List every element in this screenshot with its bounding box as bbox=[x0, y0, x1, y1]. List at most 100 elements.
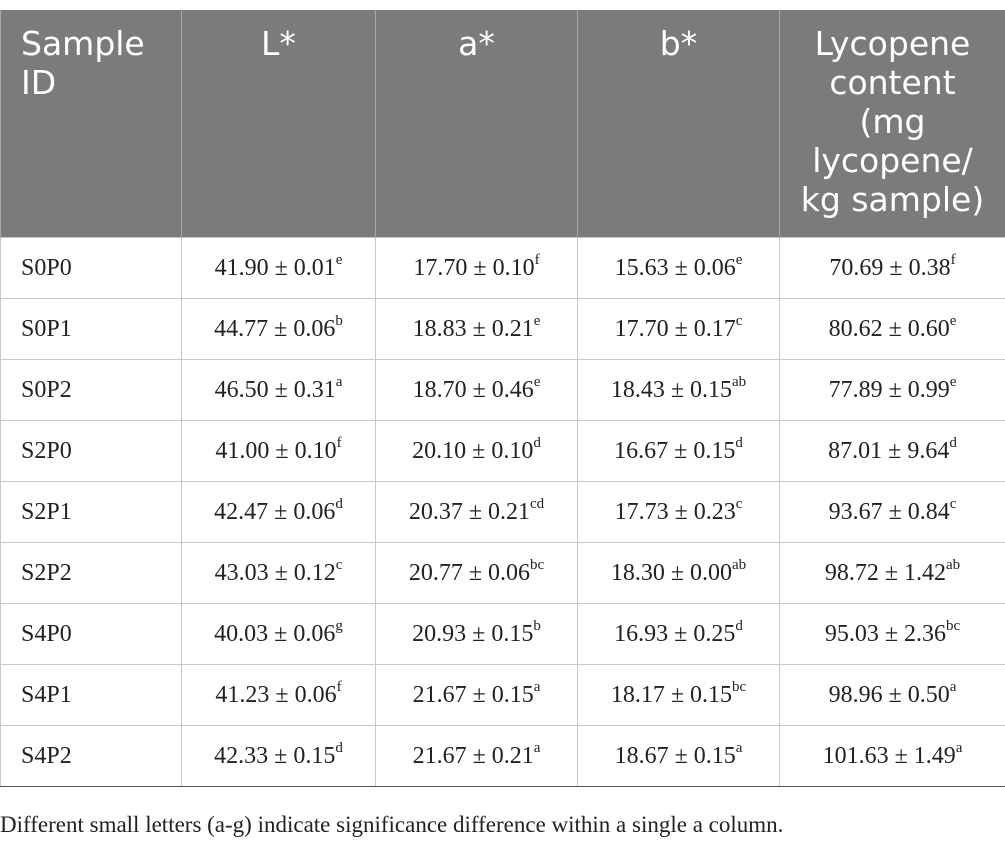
cell-lycopene: 70.69 ± 0.38f bbox=[779, 237, 1005, 299]
table-row: S4P2 42.33 ± 0.15d 21.67 ± 0.21a 18.67 ± 0.… bbox=[0, 725, 1005, 787]
cell-a-star-value: 20.93 ± 0.15 bbox=[412, 620, 534, 647]
cell-b-star-value: 17.70 ± 0.17 bbox=[614, 315, 736, 342]
cell-b-star-significance-letter: e bbox=[735, 251, 743, 268]
cell-a-star-value: 21.67 ± 0.21 bbox=[412, 742, 534, 769]
cell-lycopene-value: 77.89 ± 0.99 bbox=[828, 376, 950, 403]
cell-sample-id: S4P2 bbox=[0, 725, 182, 787]
cell-b-star-value: 16.93 ± 0.25 bbox=[614, 620, 736, 647]
cell-l-star: 43.03 ± 0.12c bbox=[181, 542, 376, 604]
cell-lycopene-value: 87.01 ± 9.64 bbox=[828, 437, 950, 464]
cell-l-star-value: 46.50 ± 0.31 bbox=[214, 376, 336, 403]
cell-l-star-significance-letter: b bbox=[335, 312, 343, 329]
cell-l-star: 44.77 ± 0.06b bbox=[181, 298, 376, 360]
cell-sample-id: S0P2 bbox=[0, 359, 182, 421]
cell-l-star-significance-letter: c bbox=[335, 556, 343, 573]
cell-b-star: 18.67 ± 0.15a bbox=[577, 725, 780, 787]
cell-lycopene-value: 70.69 ± 0.38 bbox=[829, 254, 951, 281]
table-body: S0P0 41.90 ± 0.01e 17.70 ± 0.10f 15.63 ± 0.… bbox=[0, 237, 1005, 787]
cell-lycopene-value: 98.96 ± 0.50 bbox=[828, 681, 950, 708]
cell-lycopene-significance-letter: a bbox=[949, 678, 957, 695]
cell-sample-id: S0P0 bbox=[0, 237, 182, 299]
cell-l-star: 46.50 ± 0.31a bbox=[181, 359, 376, 421]
table-row: S2P0 41.00 ± 0.10f 20.10 ± 0.10d 16.67 ± 0.… bbox=[0, 420, 1005, 482]
cell-l-star: 41.00 ± 0.10f bbox=[181, 420, 376, 482]
cell-lycopene: 87.01 ± 9.64d bbox=[779, 420, 1005, 482]
table-row: S4P1 41.23 ± 0.06f 21.67 ± 0.15a 18.17 ± 0.… bbox=[0, 664, 1005, 726]
cell-l-star: 42.47 ± 0.06d bbox=[181, 481, 376, 543]
cell-lycopene-significance-letter: e bbox=[949, 312, 957, 329]
cell-b-star-significance-letter: d bbox=[735, 434, 743, 451]
header-a-star: a* bbox=[375, 10, 578, 238]
cell-a-star-value: 21.67 ± 0.15 bbox=[412, 681, 534, 708]
cell-l-star-value: 44.77 ± 0.06 bbox=[214, 315, 336, 342]
cell-l-star-value: 41.23 ± 0.06 bbox=[215, 681, 337, 708]
cell-sample-id: S2P0 bbox=[0, 420, 182, 482]
cell-lycopene-value: 101.63 ± 1.49 bbox=[822, 742, 956, 769]
cell-b-star-value: 18.67 ± 0.15 bbox=[614, 742, 736, 769]
cell-b-star-value: 18.43 ± 0.15 bbox=[610, 376, 732, 403]
cell-b-star: 17.70 ± 0.17c bbox=[577, 298, 780, 360]
cell-b-star: 15.63 ± 0.06e bbox=[577, 237, 780, 299]
header-b-star: b* bbox=[577, 10, 780, 238]
cell-lycopene: 98.72 ± 1.42ab bbox=[779, 542, 1005, 604]
cell-a-star-value: 20.10 ± 0.10 bbox=[412, 437, 534, 464]
cell-lycopene: 98.96 ± 0.50a bbox=[779, 664, 1005, 726]
cell-b-star: 18.43 ± 0.15ab bbox=[577, 359, 780, 421]
cell-lycopene-significance-letter: f bbox=[950, 251, 956, 268]
cell-b-star-value: 17.73 ± 0.23 bbox=[614, 498, 736, 525]
cell-l-star-value: 43.03 ± 0.12 bbox=[214, 559, 336, 586]
cell-lycopene-value: 98.72 ± 1.42 bbox=[824, 559, 946, 586]
cell-b-star: 18.30 ± 0.00ab bbox=[577, 542, 780, 604]
table-row: S0P0 41.90 ± 0.01e 17.70 ± 0.10f 15.63 ± 0.… bbox=[0, 237, 1005, 299]
cell-l-star-significance-letter: f bbox=[336, 678, 342, 695]
cell-a-star: 18.83 ± 0.21e bbox=[375, 298, 578, 360]
cell-lycopene: 101.63 ± 1.49a bbox=[779, 725, 1005, 787]
cell-lycopene-significance-letter: ab bbox=[946, 556, 961, 573]
cell-a-star-significance-letter: f bbox=[534, 251, 540, 268]
cell-lycopene-value: 95.03 ± 2.36 bbox=[824, 620, 946, 647]
cell-a-star: 20.10 ± 0.10d bbox=[375, 420, 578, 482]
cell-a-star: 17.70 ± 0.10f bbox=[375, 237, 578, 299]
cell-l-star-significance-letter: a bbox=[335, 373, 343, 390]
table-row: S0P1 44.77 ± 0.06b 18.83 ± 0.21e 17.70 ± 0.… bbox=[0, 298, 1005, 360]
cell-a-star-significance-letter: a bbox=[533, 739, 541, 756]
cell-l-star-significance-letter: d bbox=[335, 495, 343, 512]
cell-l-star: 41.90 ± 0.01e bbox=[181, 237, 376, 299]
table-row: S0P2 46.50 ± 0.31a 18.70 ± 0.46e 18.43 ± 0.… bbox=[0, 359, 1005, 421]
cell-sample-id: S0P1 bbox=[0, 298, 182, 360]
cell-a-star-value: 17.70 ± 0.10 bbox=[413, 254, 535, 281]
cell-lycopene-significance-letter: bc bbox=[946, 617, 961, 634]
cell-lycopene-significance-letter: a bbox=[955, 739, 963, 756]
cell-b-star-significance-letter: c bbox=[735, 312, 743, 329]
cell-b-star: 17.73 ± 0.23c bbox=[577, 481, 780, 543]
table-footnote: Different small letters (a-g) indicate s… bbox=[0, 812, 784, 837]
cell-l-star-value: 40.03 ± 0.06 bbox=[214, 620, 336, 647]
cell-b-star-value: 18.30 ± 0.00 bbox=[610, 559, 732, 586]
cell-b-star-significance-letter: a bbox=[735, 739, 743, 756]
cell-l-star: 41.23 ± 0.06f bbox=[181, 664, 376, 726]
cell-b-star-significance-letter: ab bbox=[732, 556, 747, 573]
cell-l-star-significance-letter: f bbox=[336, 434, 342, 451]
cell-a-star: 18.70 ± 0.46e bbox=[375, 359, 578, 421]
cell-l-star-value: 42.33 ± 0.15 bbox=[214, 742, 336, 769]
cell-l-star: 40.03 ± 0.06g bbox=[181, 603, 376, 665]
cell-b-star-significance-letter: d bbox=[735, 617, 743, 634]
table-header: Sample ID L* a* b* Lycopene content (mg … bbox=[0, 10, 1005, 238]
cell-a-star-value: 20.37 ± 0.21 bbox=[408, 498, 530, 525]
cell-a-star-significance-letter: a bbox=[533, 678, 541, 695]
cell-lycopene-significance-letter: e bbox=[949, 373, 957, 390]
header-row: Sample ID L* a* b* Lycopene content (mg … bbox=[0, 10, 1005, 238]
cell-l-star-significance-letter: e bbox=[335, 251, 343, 268]
cell-lycopene: 80.62 ± 0.60e bbox=[779, 298, 1005, 360]
header-l-star: L* bbox=[181, 10, 376, 238]
cell-a-star-significance-letter: d bbox=[533, 434, 541, 451]
cell-a-star-significance-letter: b bbox=[533, 617, 541, 634]
cell-b-star-significance-letter: bc bbox=[732, 678, 747, 695]
cell-a-star-significance-letter: cd bbox=[530, 495, 545, 512]
cell-l-star: 42.33 ± 0.15d bbox=[181, 725, 376, 787]
cell-b-star: 16.67 ± 0.15d bbox=[577, 420, 780, 482]
cell-a-star-significance-letter: bc bbox=[530, 556, 545, 573]
cell-lycopene: 77.89 ± 0.99e bbox=[779, 359, 1005, 421]
cell-a-star-value: 20.77 ± 0.06 bbox=[408, 559, 530, 586]
cell-b-star-value: 16.67 ± 0.15 bbox=[614, 437, 736, 464]
